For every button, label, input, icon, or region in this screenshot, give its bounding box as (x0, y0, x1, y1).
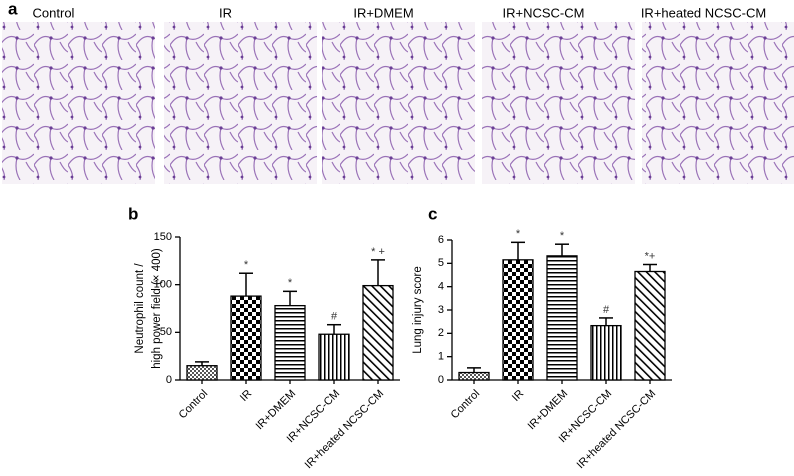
significance-mark: # (603, 304, 610, 316)
image-label: IR (219, 5, 232, 20)
y-tick-label: 0 (166, 374, 172, 386)
significance-mark: * (560, 230, 565, 242)
y-tick-label: 1 (438, 351, 444, 363)
bar (274, 304, 306, 381)
micrograph (642, 22, 794, 184)
y-tick-label: 5 (438, 257, 444, 269)
significance-mark: * (244, 259, 249, 271)
bar (362, 284, 394, 381)
bar (186, 365, 218, 381)
bar (590, 324, 622, 381)
x-tick-label: IR (510, 388, 526, 404)
micrograph (482, 22, 635, 184)
x-tick-label: IR+heated NCSC-CM (303, 388, 386, 471)
image-label: IR+DMEM (353, 5, 413, 20)
y-axis-label: Lung injury score (412, 266, 424, 354)
image-label: IR+heated NCSC-CM (641, 5, 766, 20)
image-label: Control (33, 5, 75, 20)
y-tick-label: 150 (154, 231, 172, 243)
image-label: IR+NCSC-CM (503, 5, 585, 20)
micrograph (2, 22, 155, 184)
micrograph (164, 22, 317, 184)
y-tick-label: 4 (438, 281, 444, 293)
significance-mark: *+ (645, 250, 656, 262)
bar (230, 295, 262, 381)
bar (318, 333, 350, 381)
y-tick-label: 3 (438, 304, 444, 316)
micrograph (322, 22, 475, 184)
significance-mark: * + (371, 246, 385, 258)
y-axis-label: high power field (× 400) (151, 248, 163, 369)
bar (502, 259, 534, 381)
significance-mark: # (331, 311, 338, 323)
y-tick-label: 0 (438, 374, 444, 386)
x-tick-label: Control (449, 388, 483, 422)
x-tick-label: IR+heated NCSC-CM (575, 388, 658, 471)
y-tick-label: 50 (160, 326, 172, 338)
y-tick-label: 100 (154, 279, 172, 291)
y-tick-label: 2 (438, 327, 444, 339)
panel-label: c (428, 204, 437, 223)
x-tick-label: IR (238, 388, 254, 404)
x-tick-label: Control (177, 388, 211, 422)
bar (546, 255, 578, 381)
y-axis-label: Neutrophil count / (134, 263, 146, 354)
y-tick-label: 6 (438, 234, 444, 246)
x-tick-label: IR+DMEM (254, 388, 299, 433)
panel-label: b (128, 204, 138, 223)
significance-mark: * (288, 277, 293, 289)
bar (634, 270, 666, 381)
significance-mark: * (516, 228, 521, 240)
x-tick-label: IR+DMEM (526, 388, 571, 433)
bar (458, 371, 490, 381)
panel-label: a (8, 0, 18, 18)
